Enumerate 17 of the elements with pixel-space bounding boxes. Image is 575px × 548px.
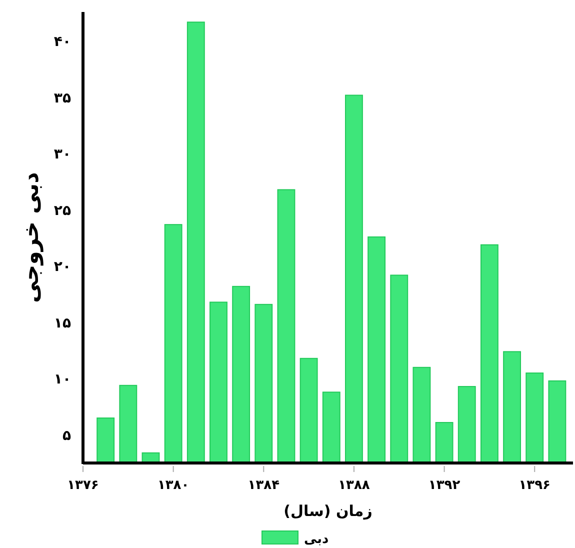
y-tick-label: ۵ [62,428,72,444]
y-tick-label: ۱۵ [54,315,72,332]
x-tick-label: ۱۳۸۰ [157,478,190,493]
x-tick-label: ۱۳۷۶ [67,478,99,493]
y-tick-label: ۴۰ [54,34,71,50]
x-tick-label: ۱۳۸۸ [338,478,370,493]
x-axis-title: زمان (سال) [284,502,372,520]
x-tick-label: ۱۳۹۲ [428,478,460,493]
y-tick-label: ۱۰ [54,372,71,388]
x-tick-label: ۱۳۹۶ [518,478,550,493]
y-tick-label: ۳۵ [54,90,72,106]
legend-label: دبی [304,532,330,547]
y-tick-label: ۲۵ [54,202,72,219]
y-tick-label: ۳۰ [54,146,71,163]
y-tick-label: ۲۰ [54,259,71,276]
y-axis-title: دبی خروجی [19,172,44,303]
x-tick-label: ۱۳۸۴ [248,478,280,493]
